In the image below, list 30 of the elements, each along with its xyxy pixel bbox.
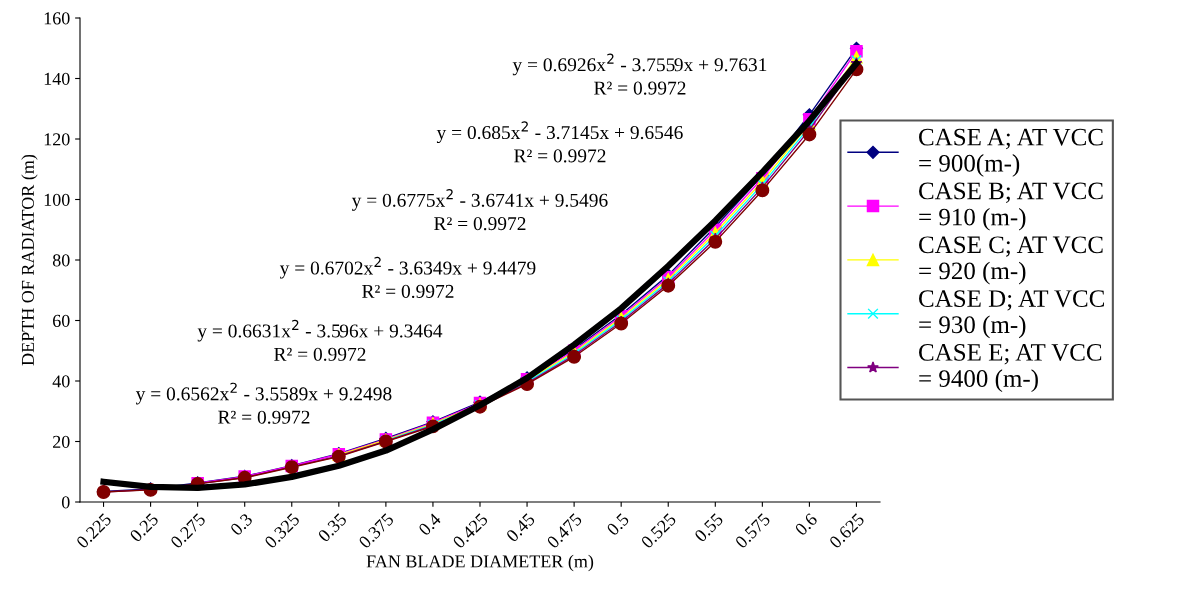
annotation: y = 0.6775x$^{2}$ - 3.6741x + 9.5496 R² = 0.9972 [351, 189, 608, 231]
x-tick-label: 0.5 [606, 512, 630, 537]
y-tick-label: 120 [44, 133, 70, 146]
x-tick-label: 0.25 [129, 512, 160, 543]
legend-label: CASE E; AT VCC = 9400 (m-) [919, 344, 1102, 393]
x-tick-label: 0.3 [229, 512, 254, 537]
y-tick-label: 100 [44, 193, 70, 206]
annotation: y = 0.6926x$^{2}$ - 3.7559x + 9.7631 R² = 0.9972 [512, 53, 767, 95]
y-axis-title: DEPTH OF RADIATOR (m) [21, 154, 38, 366]
annotation: y = 0.685x$^{2}$ - 3.7145x + 9.6546 R² = 0.9972 [436, 121, 683, 163]
x-tick-label: 0.6 [794, 512, 819, 537]
x-tick-label: 0.45 [505, 512, 536, 543]
y-tick-label: 160 [44, 12, 70, 25]
legend-label: CASE D; AT VCC = 930 (m-) [919, 290, 1104, 339]
y-tick-label: 0 [61, 496, 70, 509]
annotation: y = 0.6562x$^{2}$ - 3.5589x + 9.2498 R² = 0.9972 [135, 382, 392, 424]
y-tick-label: 80 [52, 254, 70, 267]
annotation: y = 0.6631x$^{2}$ - 3.596x + 9.3464 R² = 0.9972 [197, 319, 443, 361]
y-tick-label: 20 [53, 435, 70, 448]
x-tick-label: 0.55 [693, 512, 724, 543]
x-tick-label: 0.35 [317, 512, 348, 543]
legend-label: CASE C; AT VCC = 920 (m-) [919, 236, 1103, 285]
y-tick-label: 60 [53, 314, 70, 327]
y-tick-label: 40 [52, 375, 70, 388]
y-tick-label: 140 [44, 72, 70, 85]
legend-label: CASE A; AT VCC = 900(m-) [919, 128, 1103, 177]
legend-label: CASE B; AT VCC = 910 (m-) [919, 182, 1103, 231]
x-axis-title: FAN BLADE DIAMETER (m) [366, 554, 594, 572]
annotation: y = 0.6702x$^{2}$ - 3.6349x + 9.4479 R² = 0.9972 [279, 256, 536, 298]
x-tick-label: 0.4 [417, 512, 442, 537]
